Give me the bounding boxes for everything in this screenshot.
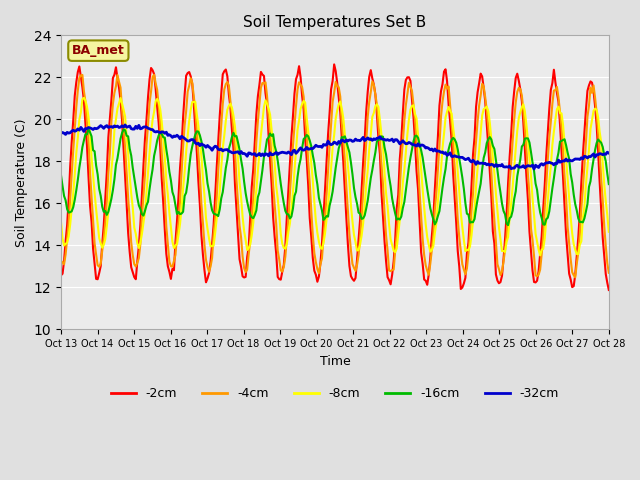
Legend: -2cm, -4cm, -8cm, -16cm, -32cm: -2cm, -4cm, -8cm, -16cm, -32cm (106, 383, 564, 406)
Y-axis label: Soil Temperature (C): Soil Temperature (C) (15, 118, 28, 247)
-4cm (250, 194, 257, 200)
-4cm (57, 258, 65, 264)
Line: -16cm: -16cm (61, 129, 609, 225)
-8cm (298, 101, 306, 107)
-32cm (126, 123, 134, 129)
-2cm (605, 287, 612, 293)
-32cm (605, 150, 612, 156)
-16cm (298, 145, 306, 151)
-32cm (222, 147, 230, 153)
-4cm (150, 72, 158, 78)
-16cm (126, 146, 134, 152)
-2cm (576, 210, 584, 216)
-32cm (240, 151, 248, 156)
-32cm (57, 131, 65, 136)
-8cm (126, 173, 134, 179)
-16cm (240, 179, 248, 185)
-16cm (222, 165, 230, 171)
-16cm (84, 126, 92, 132)
-2cm (239, 274, 246, 279)
-4cm (240, 265, 248, 271)
-2cm (330, 61, 338, 67)
-2cm (297, 74, 305, 80)
-4cm (605, 270, 612, 276)
-8cm (577, 239, 585, 244)
-16cm (250, 216, 257, 221)
Line: -4cm: -4cm (61, 75, 609, 277)
Text: BA_met: BA_met (72, 44, 125, 57)
-32cm (298, 147, 306, 153)
-16cm (504, 222, 512, 228)
-8cm (222, 118, 230, 123)
-2cm (124, 230, 132, 236)
-4cm (222, 81, 230, 87)
-16cm (605, 181, 612, 187)
-2cm (57, 273, 65, 278)
-8cm (605, 229, 612, 235)
-16cm (577, 219, 585, 225)
-8cm (536, 252, 544, 258)
-32cm (530, 166, 538, 172)
Line: -32cm: -32cm (61, 125, 609, 169)
X-axis label: Time: Time (319, 355, 350, 368)
-32cm (577, 155, 585, 161)
-16cm (57, 172, 65, 178)
-4cm (577, 205, 585, 211)
-4cm (124, 195, 132, 201)
-8cm (57, 219, 65, 225)
-4cm (298, 84, 306, 90)
-32cm (121, 122, 129, 128)
-2cm (248, 183, 255, 189)
-8cm (80, 95, 88, 101)
Line: -8cm: -8cm (61, 98, 609, 255)
-32cm (250, 151, 257, 157)
-2cm (220, 68, 228, 74)
-4cm (572, 275, 579, 280)
Line: -2cm: -2cm (61, 64, 609, 290)
Title: Soil Temperatures Set B: Soil Temperatures Set B (243, 15, 426, 30)
-8cm (240, 228, 248, 234)
-8cm (250, 220, 257, 226)
